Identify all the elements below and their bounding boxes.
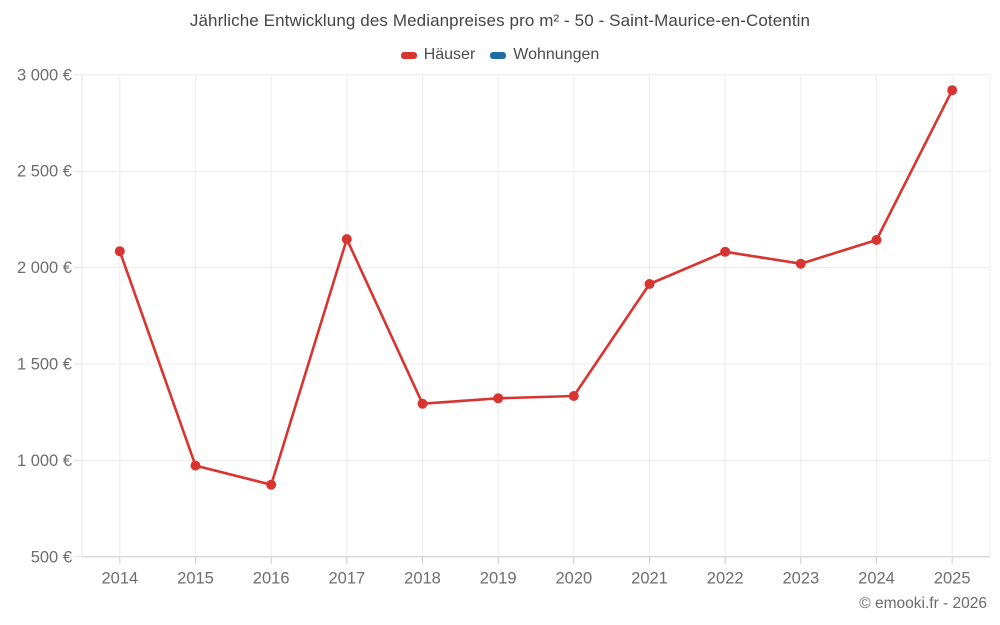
y-tick-label: 2 000 € (17, 259, 72, 277)
chart-title: Jährliche Entwicklung des Medianpreises … (189, 11, 811, 30)
y-tick-label: 1 500 € (17, 356, 72, 374)
y-tick-label: 500 € (31, 548, 72, 566)
x-tick-label-2021: 2021 (631, 569, 668, 587)
x-tick-label-2025: 2025 (934, 569, 971, 587)
x-tick-label-2024: 2024 (858, 569, 895, 587)
data-point-häuser-2020[interactable] (568, 391, 579, 401)
y-tick-label: 3 000 € (17, 66, 72, 84)
x-tick-label-2015: 2015 (177, 569, 214, 587)
data-point-häuser-2025[interactable] (947, 85, 958, 96)
data-point-häuser-2019[interactable] (493, 393, 504, 404)
data-point-häuser-2017[interactable] (341, 234, 352, 245)
x-tick-label-2018: 2018 (404, 569, 441, 587)
haeuser-series-swatch-icon (400, 51, 417, 59)
wohnungen-series-swatch-icon (490, 51, 507, 59)
x-tick-label-2017: 2017 (328, 569, 365, 587)
series-line-häuser (118, 88, 954, 486)
legend-label-haeuser: Häuser (423, 46, 476, 63)
data-point-häuser-2016[interactable] (266, 479, 277, 490)
y-tick-label: 2 500 € (17, 163, 72, 181)
legend: Häuser Wohnungen (0, 46, 1000, 64)
x-tick-label-2020: 2020 (555, 569, 592, 587)
y-tick-label: 1 000 € (17, 452, 72, 470)
x-tick-label-2016: 2016 (253, 569, 290, 587)
data-point-häuser-2014[interactable] (114, 246, 125, 257)
copyright: © emooki.fr - 2026 (859, 595, 987, 612)
x-tick-label-2022: 2022 (707, 569, 744, 587)
data-point-häuser-2024[interactable] (871, 235, 882, 245)
legend-item-haeuser[interactable]: Häuser (400, 46, 476, 64)
legend-item-wohnungen[interactable]: Wohnungen (490, 46, 599, 64)
x-tick-label-2014: 2014 (101, 569, 138, 587)
data-point-häuser-2021[interactable] (644, 279, 655, 289)
data-point-häuser-2018[interactable] (417, 398, 428, 409)
x-tick-label-2023: 2023 (782, 569, 819, 587)
x-tick-label-2019: 2019 (480, 569, 517, 587)
data-point-häuser-2022[interactable] (720, 246, 731, 257)
data-point-häuser-2023[interactable] (795, 258, 806, 269)
legend-label-wohnungen: Wohnungen (513, 46, 600, 63)
data-point-häuser-2015[interactable] (190, 460, 201, 471)
